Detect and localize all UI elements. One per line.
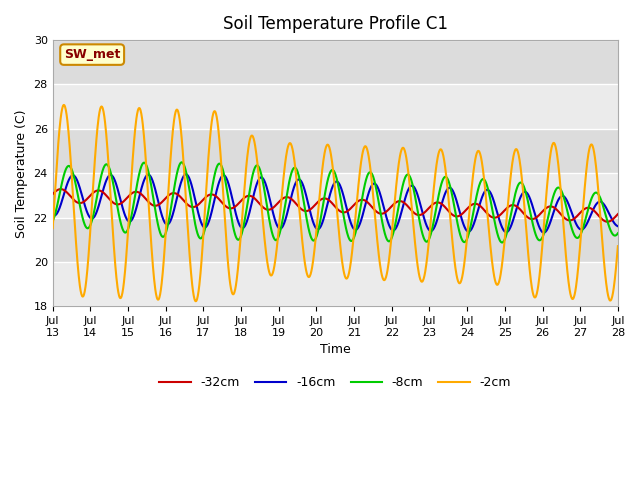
Bar xyxy=(52,262,618,306)
Text: SW_met: SW_met xyxy=(64,48,120,61)
X-axis label: Time: Time xyxy=(320,343,351,356)
Bar xyxy=(52,40,618,84)
Bar xyxy=(52,217,618,262)
Title: Soil Temperature Profile C1: Soil Temperature Profile C1 xyxy=(223,15,448,33)
Bar xyxy=(52,173,618,217)
Bar xyxy=(52,129,618,173)
Legend: -32cm, -16cm, -8cm, -2cm: -32cm, -16cm, -8cm, -2cm xyxy=(154,371,516,394)
Bar xyxy=(52,84,618,129)
Y-axis label: Soil Temperature (C): Soil Temperature (C) xyxy=(15,109,28,238)
